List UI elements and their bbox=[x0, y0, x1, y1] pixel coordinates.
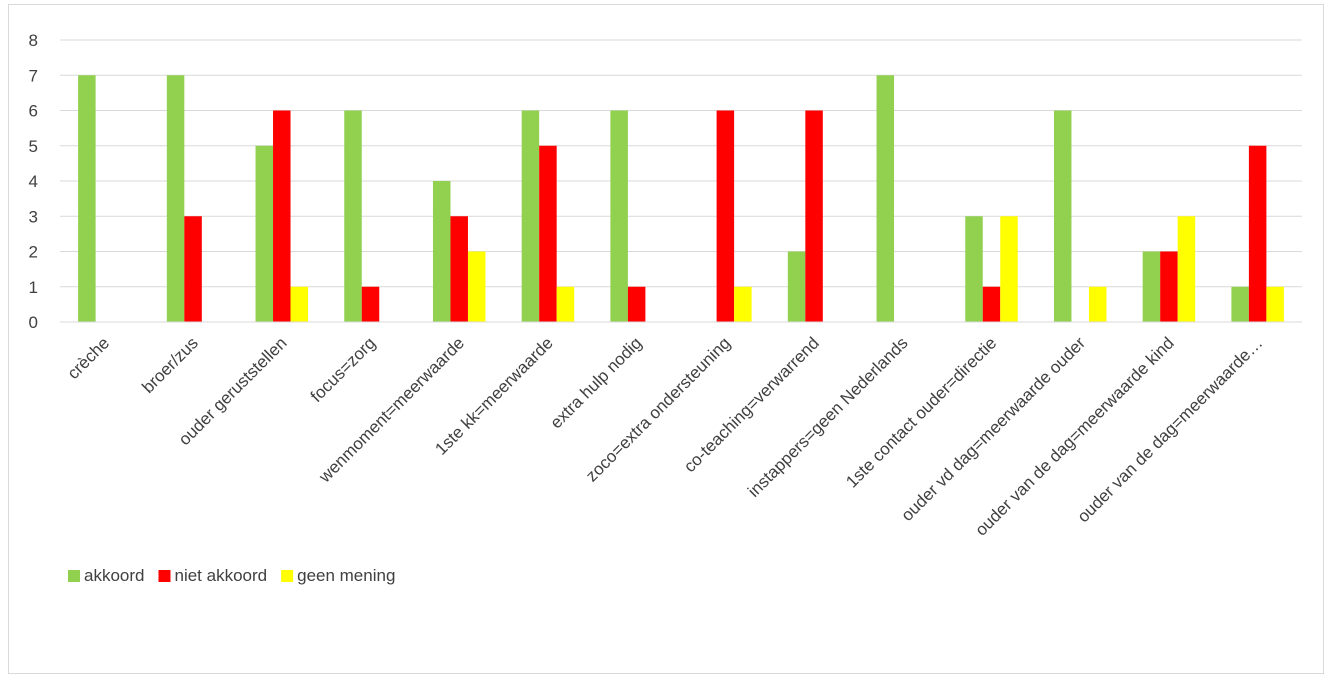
bar-akkoord-10 bbox=[965, 216, 983, 322]
legend-label: akkoord bbox=[84, 566, 144, 585]
bar-akkoord-2 bbox=[255, 145, 274, 322]
bar-akkoord-5 bbox=[521, 110, 540, 322]
legend-swatch-niet-akkoord bbox=[158, 570, 171, 582]
bar-geen-mening-11 bbox=[1088, 286, 1107, 322]
y-tick-label: 1 bbox=[29, 278, 38, 297]
bar-akkoord-11 bbox=[1053, 110, 1072, 322]
bar-niet-akkoord-8 bbox=[805, 110, 823, 322]
bar-geen-mening-5 bbox=[556, 286, 575, 322]
bars bbox=[78, 75, 1284, 322]
y-tick-label: 2 bbox=[29, 243, 38, 262]
legend-swatch-geen-mening bbox=[281, 570, 294, 582]
bar-niet-akkoord-7 bbox=[716, 110, 735, 322]
x-category-label: 1ste contact ouder=directie bbox=[842, 333, 1000, 491]
bar-geen-mening-12 bbox=[1177, 216, 1196, 322]
chart-frame bbox=[8, 4, 1324, 674]
bar-niet-akkoord-5 bbox=[539, 145, 557, 322]
legend-label: niet akkoord bbox=[174, 566, 267, 585]
bar-akkoord-4 bbox=[432, 181, 451, 322]
bar-geen-mening-10 bbox=[1000, 216, 1018, 322]
x-category-label: extra hulp nodig bbox=[546, 333, 645, 432]
bar-niet-akkoord-1 bbox=[184, 216, 202, 322]
bar-niet-akkoord-6 bbox=[627, 286, 646, 322]
bar-akkoord-9 bbox=[876, 75, 895, 322]
x-category-label: zoco=extra ondersteuning bbox=[582, 333, 734, 485]
y-axis-ticks: 0 1 2 3 4 5 6 7 8 bbox=[29, 31, 38, 332]
bar-geen-mening-13 bbox=[1266, 286, 1284, 322]
x-category-label: ouder vd dag=meerwaarde ouder bbox=[898, 333, 1090, 525]
y-tick-label: 4 bbox=[29, 172, 38, 191]
x-category-label: wenmoment=meerwaarde bbox=[315, 333, 468, 486]
bar-akkoord-3 bbox=[344, 110, 362, 322]
y-tick-label: 0 bbox=[29, 313, 38, 332]
x-category-label: broer/zus bbox=[138, 333, 202, 397]
bar-niet-akkoord-12 bbox=[1160, 251, 1178, 322]
bar-niet-akkoord-3 bbox=[361, 286, 380, 322]
y-tick-label: 6 bbox=[29, 102, 38, 121]
y-tick-label: 7 bbox=[29, 66, 38, 85]
x-category-label: ouder van de dag=meerwaarde kind bbox=[972, 333, 1178, 539]
legend-label: geen mening bbox=[297, 566, 395, 585]
y-tick-label: 8 bbox=[29, 31, 38, 50]
bar-niet-akkoord-10 bbox=[982, 286, 1001, 322]
gridlines bbox=[60, 39, 1302, 288]
y-tick-label: 3 bbox=[29, 207, 38, 226]
legend-swatch-akkoord bbox=[68, 570, 80, 582]
legend: akkoord niet akkoord geen mening bbox=[68, 566, 395, 585]
bar-niet-akkoord-13 bbox=[1248, 145, 1267, 322]
bar-akkoord-6 bbox=[610, 110, 628, 322]
bar-niet-akkoord-2 bbox=[273, 110, 291, 322]
x-category-label: ouder van de dag=meerwaarde… bbox=[1074, 333, 1267, 526]
bar-akkoord-8 bbox=[787, 251, 806, 322]
bar-geen-mening-7 bbox=[734, 286, 752, 322]
y-tick-label: 5 bbox=[29, 137, 38, 156]
bar-geen-mening-4 bbox=[467, 251, 486, 322]
bar-akkoord-1 bbox=[166, 75, 185, 322]
bar-akkoord-13 bbox=[1231, 286, 1249, 322]
bar-geen-mening-2 bbox=[290, 286, 309, 322]
bar-niet-akkoord-4 bbox=[450, 216, 468, 322]
x-category-label: instappers=geen Nederlands bbox=[744, 333, 911, 500]
x-category-label: focus=zorg bbox=[307, 333, 380, 406]
bar-akkoord-0 bbox=[78, 75, 96, 322]
bar-akkoord-12 bbox=[1142, 251, 1161, 322]
x-category-label: crèche bbox=[64, 333, 114, 383]
